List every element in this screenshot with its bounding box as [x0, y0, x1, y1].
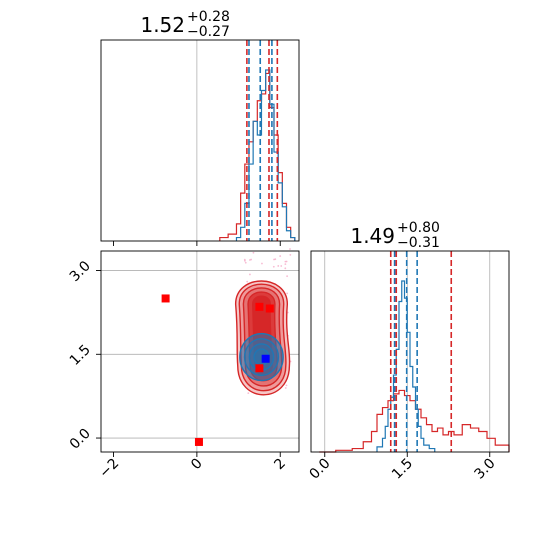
- histogram-x-panel: 1.52 +0.28−0.27: [100, 9, 300, 246]
- panel-title-plus: +0.80: [397, 220, 440, 236]
- scatter-point: [249, 273, 251, 276]
- scatter-point: [244, 261, 247, 264]
- blue-contour-level: [239, 332, 284, 382]
- scatter-point: [246, 280, 249, 283]
- scatter-point: [244, 259, 246, 262]
- y-tick-label: 0.0: [67, 426, 94, 453]
- axes-frame: [100, 39, 300, 242]
- red-marker: [255, 302, 264, 311]
- red-histogram: [319, 389, 510, 453]
- axes-frame: [100, 250, 300, 453]
- scatter-point: [284, 260, 287, 263]
- scatter-point: [284, 263, 287, 265]
- y-tick-label: 1.5: [67, 342, 94, 369]
- scatter-point: [272, 265, 275, 268]
- panel-title-value: 1.49: [350, 224, 395, 248]
- red-marker: [255, 364, 264, 373]
- x-tick-label: 0: [188, 456, 206, 474]
- scatter-point: [277, 265, 280, 267]
- scatter-point: [280, 265, 283, 267]
- red-marker: [161, 294, 170, 303]
- scatter-point: [286, 275, 289, 278]
- scatter-point: [289, 248, 291, 250]
- scatter-point: [273, 258, 275, 261]
- x-tick-label: 0.0: [307, 456, 334, 483]
- scatter-point: [289, 253, 292, 256]
- blue-histogram: [376, 280, 436, 452]
- panel-title-plus: +0.28: [187, 9, 230, 25]
- x-tick-label: 2: [271, 456, 289, 474]
- contour-panel: −2 0 2 0.0 1.5 3.0: [67, 248, 300, 482]
- red-marker: [194, 437, 203, 446]
- blue-marker: [261, 354, 270, 363]
- y-tick-label: 3.0: [67, 258, 94, 285]
- scatter-point: [285, 384, 288, 387]
- x-tick-label: −2: [96, 456, 122, 482]
- red-histogram: [219, 72, 296, 241]
- x-tick-label: 3.0: [472, 456, 499, 483]
- histogram-y-panel: 0.0 1.5 3.0 1.49 +0.80−0.31: [307, 220, 510, 483]
- scatter-point: [261, 262, 263, 265]
- x-tick-label: 1.5: [389, 456, 416, 483]
- scatter-point: [252, 251, 255, 254]
- panel-title-value: 1.52: [140, 13, 185, 37]
- blue-histogram: [235, 69, 296, 241]
- panel-title-minus: −0.31: [397, 235, 440, 251]
- scatter-point: [279, 255, 282, 257]
- scatter-point: [284, 267, 287, 270]
- scatter-point: [248, 259, 251, 261]
- red-marker: [265, 304, 274, 313]
- panel-title-minus: −0.27: [187, 24, 230, 40]
- scatter-point: [284, 387, 287, 389]
- scatter-point: [286, 292, 289, 295]
- axes-frame: [310, 250, 510, 453]
- scatter-point: [247, 392, 250, 395]
